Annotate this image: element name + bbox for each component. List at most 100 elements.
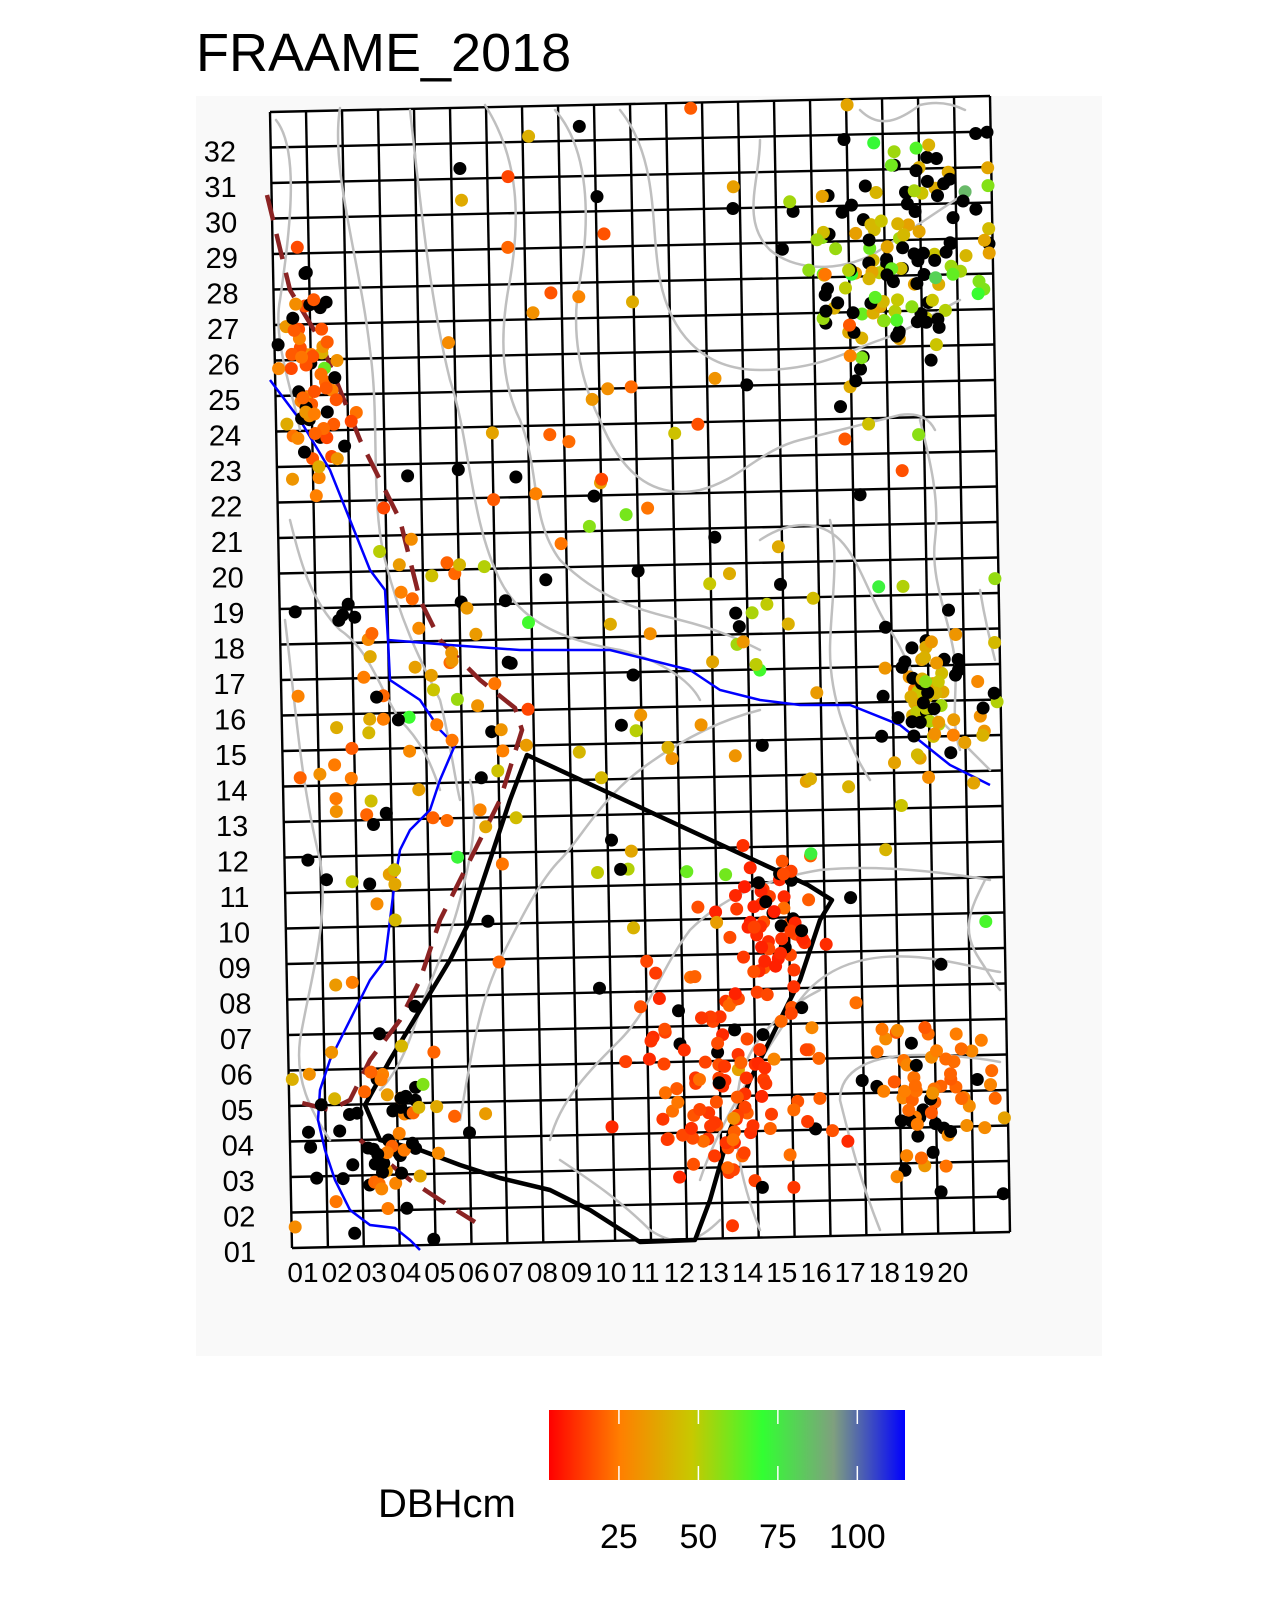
dead-tree-point [333,1124,347,1138]
tree-point [843,318,856,332]
tree-point [726,180,740,194]
tree-point [312,460,326,474]
tree-point [657,1057,671,1071]
tree-point [907,184,921,198]
dead-tree-point [302,1125,315,1139]
dead-tree-point [910,277,924,290]
x-axis-label: 17 [835,1257,866,1288]
tree-point [924,635,938,649]
tree-point [842,263,856,277]
tree-point [358,1085,372,1099]
tree-point [404,532,418,546]
dead-tree-point [891,711,905,725]
tree-point [315,322,329,336]
tree-point [939,1052,953,1066]
y-axis-label: 19 [212,598,244,630]
tree-point [412,783,426,797]
dead-tree-point [834,400,847,414]
tree-point [869,186,883,199]
tree-point [826,1124,839,1138]
y-axis-label: 24 [209,421,241,453]
tree-point [665,752,679,765]
tree-point [320,335,334,349]
tree-point [805,1021,819,1035]
x-axis-label: 09 [561,1257,592,1288]
tree-point [787,980,801,994]
tree-point [427,683,440,697]
dead-tree-point [614,862,628,876]
tree-point [747,920,761,934]
y-axis-label: 31 [204,172,236,204]
x-axis-label: 19 [903,1257,934,1288]
tree-point [747,900,761,914]
tree-point [412,621,426,635]
dead-tree-point [341,597,355,611]
dead-tree-point [338,439,352,453]
tree-point [894,799,908,812]
dead-tree-point [951,653,965,666]
x-axis-label: 18 [869,1257,900,1288]
tree-point [302,1067,316,1081]
dead-tree-point [880,268,894,282]
tree-point [879,843,893,857]
tree-point [760,597,774,611]
tree-point [960,1119,974,1132]
tree-point [693,1103,707,1116]
tree-point [874,214,888,228]
tree-point [727,1111,741,1125]
dead-tree-point [453,162,467,175]
tree-point [363,712,377,726]
tree-point [704,1119,718,1133]
y-axis-label: 01 [224,1237,256,1269]
tree-point [448,1109,462,1123]
y-axis-label: 02 [223,1202,255,1234]
colorbar-tick-label: 75 [759,1518,797,1556]
tree-point [673,1170,687,1184]
grid-row-line [274,343,995,362]
tree-point [364,794,378,808]
dead-tree-point [980,125,994,139]
tree-point [737,1146,751,1160]
dead-tree-point [934,957,948,971]
tree-point [862,272,876,286]
tree-point [746,1119,760,1133]
tree-points [271,98,1011,1246]
tree-point [777,890,791,904]
tree-point [740,1032,754,1046]
tree-point [931,675,945,689]
tree-point [745,606,759,620]
tree-point [912,428,926,442]
tree-point [694,718,708,732]
tree-point [488,677,502,691]
tree-point [887,1075,901,1089]
tree-point [289,297,303,311]
tree-point [840,98,854,112]
y-axis-label: 05 [221,1095,253,1127]
tree-point [709,1095,723,1109]
dead-tree-point [939,245,953,259]
dead-tree-point [451,463,465,477]
tree-point [562,435,576,449]
tree-point [291,431,305,445]
tree-point [360,808,374,822]
tree-point [329,393,343,407]
contour-line [978,588,997,662]
tree-point [643,627,657,641]
tree-point [904,690,918,704]
tree-point [895,464,909,478]
dead-tree-point [928,253,942,267]
dead-tree-point [590,190,604,204]
dead-tree-point [916,246,930,260]
tree-point [695,1011,708,1025]
tree-point [416,1077,430,1091]
tree-point [402,710,416,724]
dead-tree-point [929,152,943,165]
tree-point [884,158,898,172]
contour-line [967,878,1002,992]
tree-point [668,426,682,440]
tree-point [787,1103,801,1117]
dead-tree-point [855,1074,869,1087]
y-axis-label: 12 [217,847,249,879]
tree-point [985,1064,999,1078]
dead-tree-point [348,1226,362,1240]
